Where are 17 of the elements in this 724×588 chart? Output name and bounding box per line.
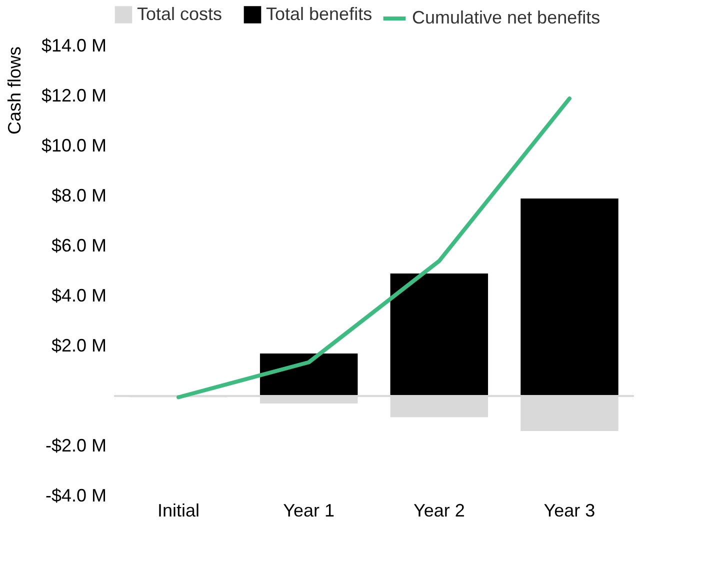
y-tick-label: $14.0 M [41, 36, 106, 56]
y-tick-label: $2.0 M [51, 336, 106, 356]
y-tick-label: $8.0 M [51, 186, 106, 206]
x-tick-label: Year 1 [283, 500, 335, 520]
legend-label: Total costs [137, 4, 222, 24]
legend-label: Total benefits [266, 4, 372, 24]
y-tick-label: $12.0 M [41, 86, 106, 106]
y-tick-label: -$2.0 M [45, 436, 106, 456]
y-tick-label: $10.0 M [41, 136, 106, 156]
y-tick-label: $6.0 M [51, 236, 106, 256]
legend-label: Cumulative net benefits [412, 8, 600, 28]
x-tick-label: Year 3 [544, 500, 596, 520]
y-tick-label: $4.0 M [51, 286, 106, 306]
x-tick-label: Year 2 [413, 500, 465, 520]
y-tick-label: -$4.0 M [45, 486, 106, 506]
x-tick-label: Initial [157, 500, 200, 520]
y-axis-title: Cash flows [4, 46, 24, 135]
